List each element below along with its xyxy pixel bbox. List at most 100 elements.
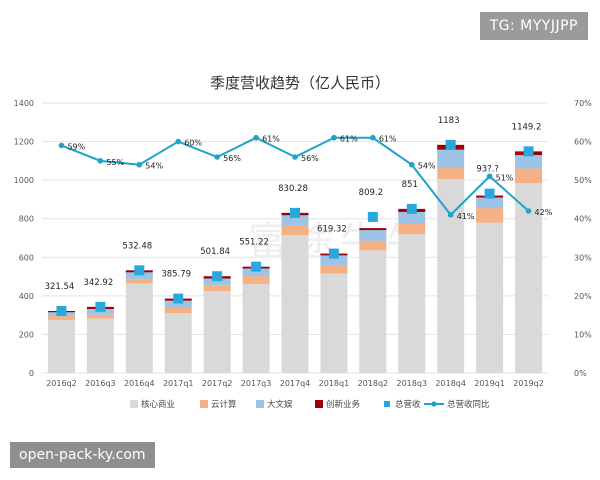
legend-label: 云计算 [211, 399, 237, 410]
x-tick-label: 2016q2 [46, 379, 77, 388]
bar-segment [320, 255, 348, 265]
bar-segment [437, 167, 465, 180]
legend-swatch [315, 400, 323, 408]
bar-segment [125, 279, 153, 284]
legend-label: 大文娱 [267, 399, 293, 410]
total-revenue-marker [290, 207, 300, 218]
bar-segment [359, 250, 387, 373]
yoy-point [331, 134, 337, 141]
yoy-point [292, 154, 298, 160]
bar-segment [164, 313, 192, 373]
bar-segment [398, 211, 426, 224]
total-revenue-marker [173, 293, 184, 304]
bar-segment [515, 155, 543, 169]
bar-segment [47, 319, 75, 373]
total-revenue-label: 385.79 [161, 270, 191, 280]
total-revenue-marker [212, 271, 223, 282]
yoy-label: 59% [67, 142, 85, 151]
chart-title: 季度营收趋势（亿人民币） [209, 74, 390, 92]
legend-label: 核心商业 [141, 399, 175, 410]
total-revenue-marker [328, 248, 339, 259]
yoy-point [447, 212, 454, 218]
y-tick-label: 1200 [14, 138, 34, 147]
x-tick-label: 2018q1 [319, 379, 350, 388]
yoy-label: 54% [145, 162, 163, 171]
x-tick-label: 2017q1 [163, 379, 194, 388]
total-revenue-marker [484, 188, 495, 199]
bar-segment [359, 230, 387, 241]
x-tick-label: 2018q2 [358, 379, 389, 388]
yoy-label: 56% [223, 154, 241, 163]
total-revenue-marker [134, 265, 145, 276]
bar-segment [398, 223, 426, 235]
x-tick-label: 2016q4 [124, 379, 155, 388]
yoy-label: 61% [262, 135, 280, 144]
yoy-label: 51% [496, 173, 514, 182]
yoy-label: 61% [340, 135, 358, 144]
bar-segment [242, 276, 270, 284]
bar-segment [164, 307, 192, 314]
bar-segment [164, 300, 192, 308]
y2-tick-label: 40% [574, 215, 592, 224]
y2-tick-label: 30% [574, 253, 592, 262]
yoy-point [175, 138, 182, 145]
legend-swatch [130, 400, 138, 408]
yoy-label: 55% [106, 158, 124, 167]
legend-swatch [431, 401, 437, 407]
total-revenue-marker [95, 301, 106, 312]
x-tick-label: 2019q1 [474, 379, 505, 388]
x-tick-label: 2017q4 [280, 379, 311, 388]
y-tick-label: 800 [19, 215, 34, 224]
legend-label: 总营收 [395, 399, 421, 410]
yoy-point [408, 161, 415, 168]
bar-segment [203, 291, 231, 373]
bar-segment [359, 228, 387, 231]
bar-segment [47, 316, 75, 320]
legend-label: 总营收同比 [447, 399, 490, 410]
bar-segment [242, 283, 270, 373]
x-tick-label: 2018q3 [397, 379, 428, 388]
total-revenue-label: 830.28 [278, 184, 308, 194]
bar-segment [125, 283, 153, 373]
total-revenue-label: 501.84 [200, 247, 230, 257]
x-tick-label: 2017q3 [241, 379, 272, 388]
yoy-point [214, 154, 220, 160]
y2-tick-label: 50% [574, 176, 592, 185]
bar-segment [359, 240, 387, 251]
yoy-label: 61% [379, 135, 397, 144]
total-revenue-label: 1149.2 [512, 122, 542, 132]
x-tick-label: 2019q2 [513, 379, 544, 388]
legend-swatch [200, 400, 208, 408]
bar-segment [476, 222, 504, 373]
bar-segment [320, 273, 348, 373]
bar-segment [437, 149, 465, 168]
yoy-label: 54% [418, 162, 436, 171]
bar-segment [281, 225, 309, 236]
total-revenue-marker [406, 203, 417, 214]
x-tick-label: 2018q4 [435, 379, 466, 388]
yoy-label: 60% [184, 139, 202, 148]
bar-segment [476, 208, 504, 223]
yoy-label: 41% [457, 212, 475, 221]
x-tick-label: 2017q2 [202, 379, 233, 388]
legend-label: 创新业务 [326, 399, 361, 410]
yoy-label: 42% [535, 208, 553, 217]
bar-segment [437, 179, 465, 373]
total-revenue-marker [251, 261, 262, 272]
y-tick-label: 1000 [14, 176, 34, 185]
total-revenue-marker [367, 211, 378, 222]
total-revenue-marker [56, 305, 67, 316]
yoy-point [58, 142, 65, 149]
bar-segment [203, 285, 231, 292]
bar-segment [125, 272, 153, 280]
yoy-point [370, 134, 376, 141]
y2-tick-label: 20% [574, 292, 592, 301]
yoy-point [486, 173, 493, 180]
yoy-label: 56% [301, 154, 319, 163]
total-revenue-label: 619.32 [317, 225, 347, 235]
footer-watermark: open-pack-ky.com [10, 442, 155, 468]
y2-tick-label: 10% [574, 330, 592, 339]
total-revenue-label: 93?.? [476, 165, 499, 175]
bar-segment [281, 215, 309, 226]
